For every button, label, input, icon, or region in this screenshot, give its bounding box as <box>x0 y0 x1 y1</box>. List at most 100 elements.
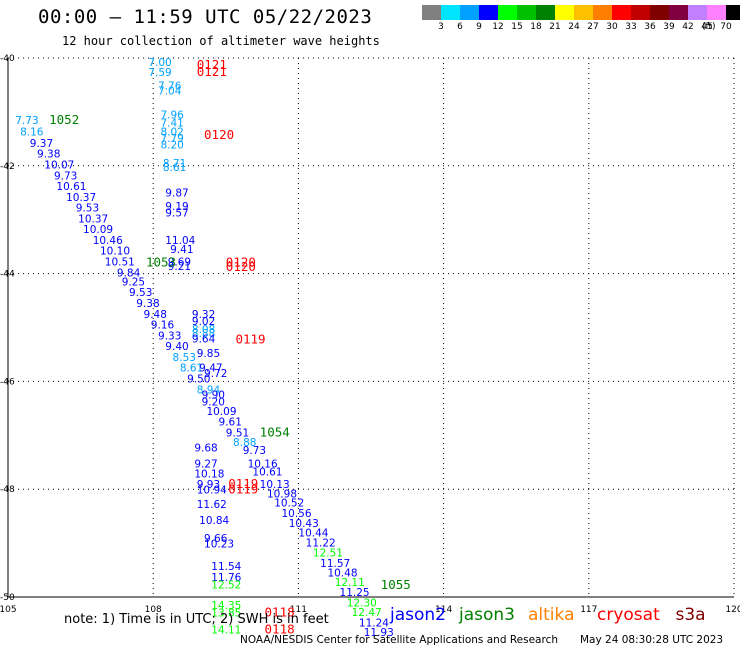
pass-label: 0118 <box>265 604 295 619</box>
wave-height-value: 9.53 <box>76 203 99 215</box>
wave-height-value: 12.11 <box>335 577 365 589</box>
wave-height-value: 10.44 <box>298 528 328 540</box>
legend-swatch <box>555 5 574 20</box>
pass-label: 0120 <box>226 255 256 270</box>
pass-label: 1052 <box>49 112 79 127</box>
wave-height-value: 10.23 <box>204 538 234 550</box>
wave-height-value: 8.71 <box>163 158 186 170</box>
wave-height-value: 9.51 <box>226 427 249 439</box>
wave-height-value: 12.47 <box>352 607 382 619</box>
legend-label: 18 <box>530 22 542 32</box>
wave-height-value: 7.04 <box>158 86 182 98</box>
legend-label: 12 <box>492 22 504 32</box>
lon-tick-label: 111 <box>290 605 307 615</box>
wave-height-value: 8.61 <box>180 363 203 375</box>
wave-height-value: 11.93 <box>364 627 394 639</box>
wave-height-value: 11.54 <box>211 561 241 573</box>
wave-height-value: 9.27 <box>194 459 217 471</box>
legend-swatch <box>650 5 669 20</box>
wave-height-value: 9.32 <box>192 309 215 321</box>
wave-height-value: 8.88 <box>192 328 215 340</box>
wave-height-value: 10.09 <box>206 406 236 418</box>
wave-height-value: 9.93 <box>197 479 220 491</box>
wave-height-value: 9.72 <box>204 368 227 380</box>
wave-height-value: 10.48 <box>327 568 357 580</box>
pass-label: 0121 <box>197 64 227 79</box>
wave-height-value: 9.50 <box>187 373 210 385</box>
wave-height-value: 9.41 <box>170 244 193 256</box>
wave-height-value: 9.02 <box>192 316 215 328</box>
wave-height-value: 8.02 <box>160 127 183 139</box>
wave-height-value: 11.76 <box>211 572 241 584</box>
pass-label: 0119 <box>228 476 258 491</box>
legend-label: 24 <box>568 22 580 32</box>
wave-height-value: 9.61 <box>219 417 242 429</box>
wave-height-value: 10.52 <box>274 497 304 509</box>
wave-height-value: 10.84 <box>199 515 229 527</box>
legend-label: 27 <box>587 22 599 32</box>
wave-height-value: 9.84 <box>117 267 141 279</box>
wave-height-value: 8.16 <box>20 127 44 139</box>
wave-height-value: 10.07 <box>44 159 74 171</box>
legend-swatch <box>517 5 536 20</box>
wave-height-value: 7.76 <box>158 80 182 92</box>
wave-height-value: 11.22 <box>306 537 336 549</box>
wave-height-value: 12.30 <box>347 598 377 610</box>
lon-tick-label: 117 <box>580 605 597 615</box>
chart-subtitle: 12 hour collection of altimeter wave hei… <box>62 34 380 48</box>
legend-swatch <box>498 5 517 20</box>
legend-swatch <box>460 5 479 20</box>
legend-label: 36 <box>644 22 656 32</box>
legend-label: 21 <box>549 22 561 32</box>
pass-label: 1053 <box>146 255 176 270</box>
wave-height-value: 9.16 <box>151 320 175 332</box>
wave-height-value: 9.64 <box>192 334 216 346</box>
legend-unit: (ft) <box>702 22 716 32</box>
wave-height-value: 10.61 <box>252 467 282 479</box>
legend-swatch <box>422 5 441 20</box>
wave-height-value: 11.24 <box>359 618 389 630</box>
wave-height-value: 10.09 <box>83 224 113 236</box>
wave-height-value: 11.25 <box>340 587 370 599</box>
chart-title: 00:00 – 11:59 UTC 05/22/2023 <box>38 6 373 28</box>
wave-height-value: 7.96 <box>160 109 184 121</box>
wave-height-value: 9.20 <box>202 397 225 409</box>
legend-label: 9 <box>476 22 482 32</box>
wave-height-value: 7.41 <box>160 117 183 129</box>
legend-swatch <box>726 5 740 20</box>
legend-swatch <box>688 5 707 20</box>
lon-tick-label: 120 <box>725 605 740 615</box>
wave-height-value: 8.53 <box>173 352 196 364</box>
wave-height-value: 9.90 <box>202 390 225 402</box>
legend-swatch <box>536 5 555 20</box>
wave-height-value: 12.52 <box>211 579 241 591</box>
wave-height-value: 13.85 <box>211 607 241 619</box>
legend-label: 6 <box>457 22 463 32</box>
satellite-name: jason3 <box>459 605 515 625</box>
wave-height-value: 9.40 <box>165 341 188 353</box>
legend-swatch <box>669 5 688 20</box>
wave-height-value: 7.00 <box>148 57 171 69</box>
wave-height-value: 9.73 <box>243 445 266 457</box>
legend-label: 39 <box>663 22 675 32</box>
lat-tick-label: -50 <box>0 593 15 603</box>
wave-height-value: 9.38 <box>136 298 159 310</box>
wave-height-value: 10.61 <box>56 181 86 193</box>
credit-line: NOAA/NESDIS Center for Satellite Applica… <box>240 634 558 646</box>
legend-label: 70 <box>720 22 732 32</box>
legend-label: 15 <box>511 22 523 32</box>
legend-swatch <box>612 5 631 20</box>
wave-height-value: 7.59 <box>148 67 171 79</box>
lat-tick-label: -44 <box>0 270 15 280</box>
legend-label: 30 <box>606 22 618 32</box>
lon-tick-label: 108 <box>145 605 162 615</box>
wave-height-value: 9.48 <box>144 309 167 321</box>
legend-label: 33 <box>625 22 637 32</box>
pass-label: 0118 <box>265 622 295 637</box>
wave-height-value: 9.38 <box>37 149 60 161</box>
wave-height-value: 9.68 <box>194 442 217 454</box>
wave-height-value: 9.87 <box>165 188 188 200</box>
wave-height-value: 8.88 <box>233 437 256 449</box>
wave-height-value: 10.94 <box>197 485 227 497</box>
